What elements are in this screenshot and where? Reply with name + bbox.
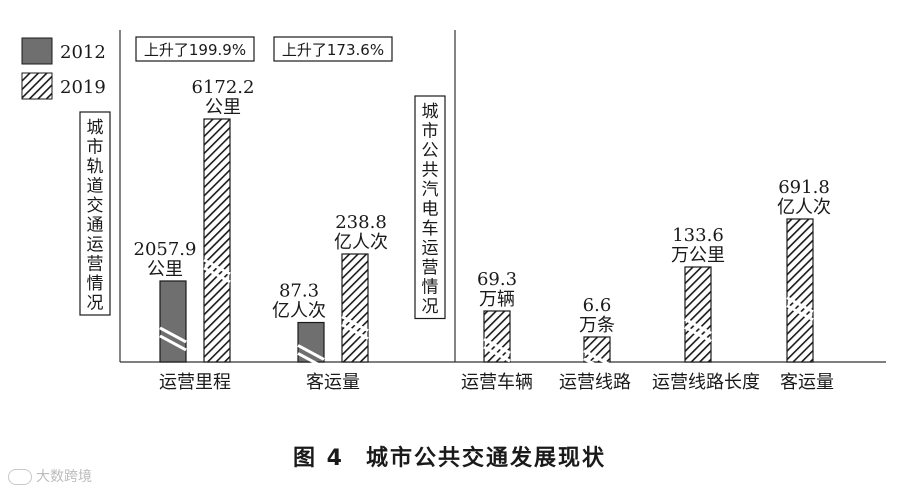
caption-title: 城市公共交通发展现状 [365,446,606,471]
annotation-box-0 [135,36,255,62]
group-label-rail-char: 营 [87,255,104,275]
group-label-rail-char: 交 [87,196,104,216]
x-tick-label-right-0: 运营车辆 [461,372,533,393]
data-label-bus-0-value: 69.3 [477,269,517,290]
bar-bus-2019-3 [786,218,814,363]
watermark-text: 大数跨境 [36,469,92,485]
group-label-rail-char: 城 [87,118,104,138]
group-label-rail-char: 道 [87,177,104,197]
rail-transit-panel: 2057.9公里6172.2公里运营里程87.3亿人次238.8亿人次客运量上升… [79,30,455,393]
bar-bus-break-mark [786,304,814,321]
data-label-2019-1-value: 238.8 [335,212,387,233]
bar-bus-break-mark [483,337,511,355]
bar-bus-break-mark [684,325,712,343]
bar-2019-0-break-mark [203,266,231,284]
data-label-2012-1-unit: 亿人次 [272,301,326,322]
bar-bus-break-mark [583,357,611,375]
data-label-bus-0-unit: 万辆 [479,289,515,310]
watermark-logo-icon [8,469,32,485]
group-label-bus-char: 汽 [422,180,439,200]
bar-bus-break-mark [684,317,712,335]
bar-2019-1-break-mark [341,323,369,340]
legend: 2012 2019 [21,37,106,100]
bar-bus-break-mark [583,349,611,367]
bar-2012-1-break-mark [297,344,325,361]
legend-label-2019: 2019 [60,77,106,98]
bar-bus-break-mark [786,296,814,313]
group-label-bus-char: 运 [422,239,439,259]
group-label-rail-box [79,111,111,316]
group-label-bus-char: 况 [422,297,439,317]
annotation-text-1: 上升了173.6% [282,41,384,59]
data-label-bus-3-unit: 亿人次 [777,197,831,218]
group-label-bus-char: 车 [422,219,439,239]
data-label-2012-1-value: 87.3 [279,281,319,302]
group-label-bus-char: 电 [422,200,439,220]
caption-number: 图 4 [293,446,344,471]
bar-bus-2019-2 [684,266,712,363]
annotation-text-0: 上升了199.9% [144,41,246,59]
group-label-bus-char: 城 [422,102,439,122]
legend-swatch-2019 [21,72,53,100]
group-label-rail-char: 况 [87,294,104,314]
data-label-2012-0-unit: 公里 [147,259,183,280]
group-label-bus-box [414,95,446,320]
bar-2012-0 [159,280,187,363]
legend-swatch-2012 [21,37,53,65]
data-label-2012-0-value: 2057.9 [134,239,197,260]
group-label-rail-char: 运 [87,235,104,255]
x-tick-label-left-0: 运营里程 [159,372,231,393]
data-label-bus-1-value: 6.6 [583,295,612,316]
group-label-bus-char: 情 [422,278,439,298]
bar-2019-1-break-mark [341,315,369,332]
group-label-bus-char: 营 [422,258,439,278]
x-tick-label-right-3: 客运量 [780,372,834,393]
x-tick-label-right-2: 运营线路长度 [652,372,760,393]
annotation-box-1 [273,36,393,62]
data-label-bus-2-value: 133.6 [672,225,724,246]
group-label-bus-char: 共 [422,161,439,181]
group-label-rail-char: 轨 [87,157,104,177]
bar-2012-1-break-mark [297,352,325,369]
data-label-bus-3-value: 691.8 [778,177,830,198]
group-label-bus-char: 市 [422,122,439,142]
bar-2019-1 [341,253,369,363]
legend-label-2012: 2012 [60,42,106,63]
group-label-rail-char: 通 [87,216,104,236]
data-label-bus-2-unit: 万公里 [671,245,725,266]
group-label-rail-char: 情 [87,274,104,294]
data-label-bus-1-unit: 万条 [579,315,615,336]
x-tick-label-right-1: 运营线路 [559,372,631,393]
data-label-2019-0-value: 6172.2 [192,77,255,98]
bar-2019-0 [203,118,231,363]
data-label-2019-1-unit: 亿人次 [334,232,388,253]
figure-caption: 图 4 城市公共交通发展现状 [0,440,899,472]
group-label-bus-char: 公 [422,141,439,161]
x-tick-label-left-1: 客运量 [306,372,360,393]
bar-2012-0-break-mark [159,326,187,344]
bar-2012-0-break-mark [159,334,187,352]
bar-bus-break-mark [483,345,511,363]
bar-2019-0-break-mark [203,258,231,276]
data-label-2019-0-unit: 公里 [205,97,241,118]
watermark: 大数跨境 [8,466,92,486]
group-label-rail-char: 市 [87,138,104,158]
